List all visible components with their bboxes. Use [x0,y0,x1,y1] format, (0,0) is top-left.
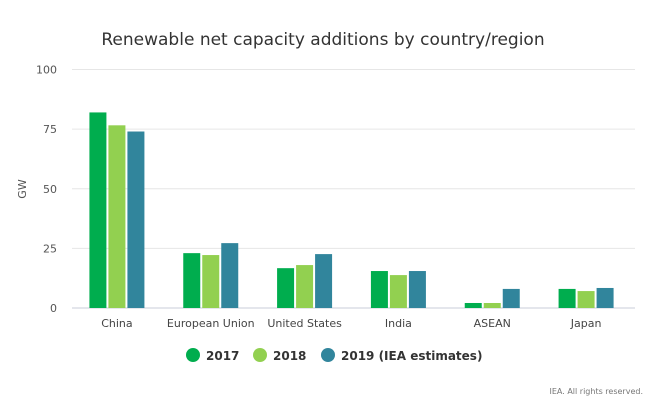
bar-2018-united-states [296,265,314,308]
y-axis-label: GW [16,179,29,199]
source-note: IEA. All rights reserved. [550,387,644,396]
x-tick-label: India [385,317,412,330]
legend-marker [186,348,200,362]
x-tick-label: China [101,317,132,330]
y-tick-label: 100 [36,64,57,77]
bar-2018-asean [483,302,501,308]
x-tick-label: Japan [570,317,602,330]
bar-2019-asean [502,288,520,308]
bar-2019-european-union [221,243,239,308]
legend-marker [253,348,267,362]
y-tick-label: 0 [50,302,57,315]
bar-2019-india [408,271,426,308]
legend-label: 2017 [206,349,239,363]
bar-2019-japan [596,287,614,308]
bar-2017-china [89,112,107,309]
bar-2018-india [389,275,407,308]
legend-label: 2018 [273,349,306,363]
bar-2018-european-union [202,255,220,308]
bar-2019-china [127,131,145,308]
y-tick-label: 25 [43,242,57,255]
bar-2019-united-states [315,254,333,308]
y-tick-label: 75 [43,123,57,136]
y-tick-label: 50 [43,183,57,196]
x-tick-label: United States [267,317,342,330]
chart-title: Renewable net capacity additions by coun… [101,30,544,50]
legend-marker [321,348,335,362]
bar-2018-china [108,125,126,309]
bar-2017-asean [464,302,482,308]
legend-label: 2019 (IEA estimates) [341,349,482,363]
bar-2017-european-union [183,253,201,308]
x-tick-label: European Union [167,317,255,330]
x-tick-label: ASEAN [474,317,511,330]
bar-2017-united-states [277,268,295,308]
bar-2017-japan [558,288,576,308]
bar-2017-india [370,271,388,308]
bar-2018-japan [577,291,595,308]
